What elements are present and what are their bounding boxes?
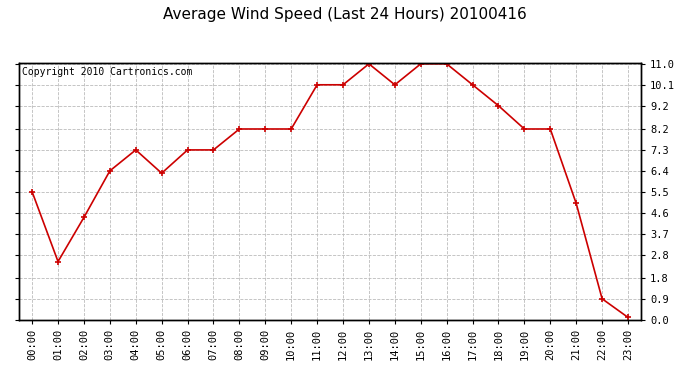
Text: Average Wind Speed (Last 24 Hours) 20100416: Average Wind Speed (Last 24 Hours) 20100… <box>163 8 527 22</box>
Text: Copyright 2010 Cartronics.com: Copyright 2010 Cartronics.com <box>22 66 193 76</box>
